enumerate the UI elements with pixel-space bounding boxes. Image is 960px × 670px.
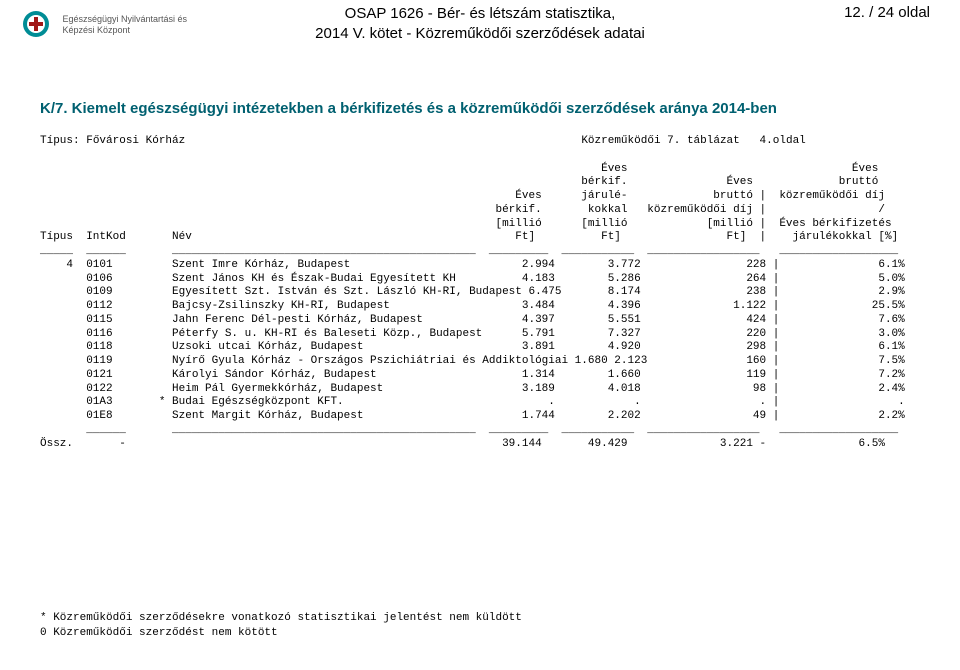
section-title: K/7. Kiemelt egészségügyi intézetekben a… — [40, 100, 920, 117]
table-row: 01A3 * Budai Egészségközpont KFT. . . . … — [40, 396, 905, 408]
page-header: Egészségügyi Nyilvántartási és Képzési K… — [0, 0, 960, 60]
header-title-line2: 2014 V. kötet - Közreműködői szerződések… — [315, 25, 645, 42]
logo-mark-icon — [20, 8, 52, 45]
colhead-r4: bérkif. kokkal közreműködői díj | / — [40, 204, 885, 216]
table-row: 01E8 Szent Margit Kórház, Budapest 1.744… — [40, 410, 905, 422]
colhead-r1: Éves Éves — [40, 163, 878, 175]
colhead-r6: Típus IntKod Név Ft] Ft] Ft] | járulékok… — [40, 231, 898, 243]
report-body: Típus: Fővárosi Kórház Közreműködői 7. t… — [40, 135, 920, 451]
table-row: 0121 Károlyi Sándor Kórház, Budapest 1.3… — [40, 369, 905, 381]
table-row: 4 0101 Szent Imre Kórház, Budapest 2.994… — [40, 259, 905, 271]
meta-line: Típus: Fővárosi Kórház Közreműködői 7. t… — [40, 135, 806, 147]
footnote-line2: 0 Közreműködői szerződést nem kötött — [40, 627, 278, 639]
colhead-r2: bérkif. Éves bruttó — [40, 176, 878, 188]
table-row: 0106 Szent János KH és Észak-Budai Egyes… — [40, 273, 905, 285]
footnote-line1: * Közreműködői szerződésekre vonatkozó s… — [40, 612, 522, 624]
footnote: * Közreműködői szerződésekre vonatkozó s… — [40, 611, 522, 640]
table-row: 0119 Nyírő Gyula Kórház - Országos Pszic… — [40, 355, 905, 367]
colhead-r3: Éves járulé- bruttó | közreműködői díj — [40, 190, 885, 202]
colhead-sep: _____ ______ ___________________________… — [40, 245, 898, 257]
table-row: 0115 Jahn Ferenc Dél-pesti Kórház, Budap… — [40, 314, 905, 326]
logo-text: Egészségügyi Nyilvántartási és Képzési K… — [62, 14, 187, 36]
tipus-label: Típus: — [40, 135, 80, 147]
table-row: 0116 Péterfy S. u. KH-RI és Baleseti Köz… — [40, 328, 905, 340]
tipus-value: Fővárosi Kórház — [86, 135, 185, 147]
header-title-line1: OSAP 1626 - Bér- és létszám statisztika, — [345, 5, 616, 22]
logo-text-line1: Egészségügyi Nyilvántartási és — [62, 14, 187, 24]
table-row: 0112 Bajcsy-Zsilinszky KH-RI, Budapest 3… — [40, 300, 905, 312]
page-number: 12. / 24 oldal — [844, 4, 930, 21]
logo-text-line2: Képzési Központ — [62, 25, 130, 35]
table-row: 0109 Egyesített Szt. István és Szt. Lász… — [40, 286, 905, 298]
table-row: 0122 Heim Pál Gyermekkórház, Budapest 3.… — [40, 383, 905, 395]
colhead-r5: [millió [millió [millió | Éves bérkifize… — [40, 218, 892, 230]
logo: Egészségügyi Nyilvántartási és Képzési K… — [20, 8, 187, 45]
table-row: 0118 Uzsoki utcai Kórház, Budapest 3.891… — [40, 341, 905, 353]
right-meta: Közreműködői 7. táblázat 4.oldal — [581, 135, 805, 147]
total-sep: ______ _________________________________… — [40, 424, 898, 436]
total-row: Össz. - 39.144 49.429 3.221 - 6.5% — [40, 438, 885, 450]
